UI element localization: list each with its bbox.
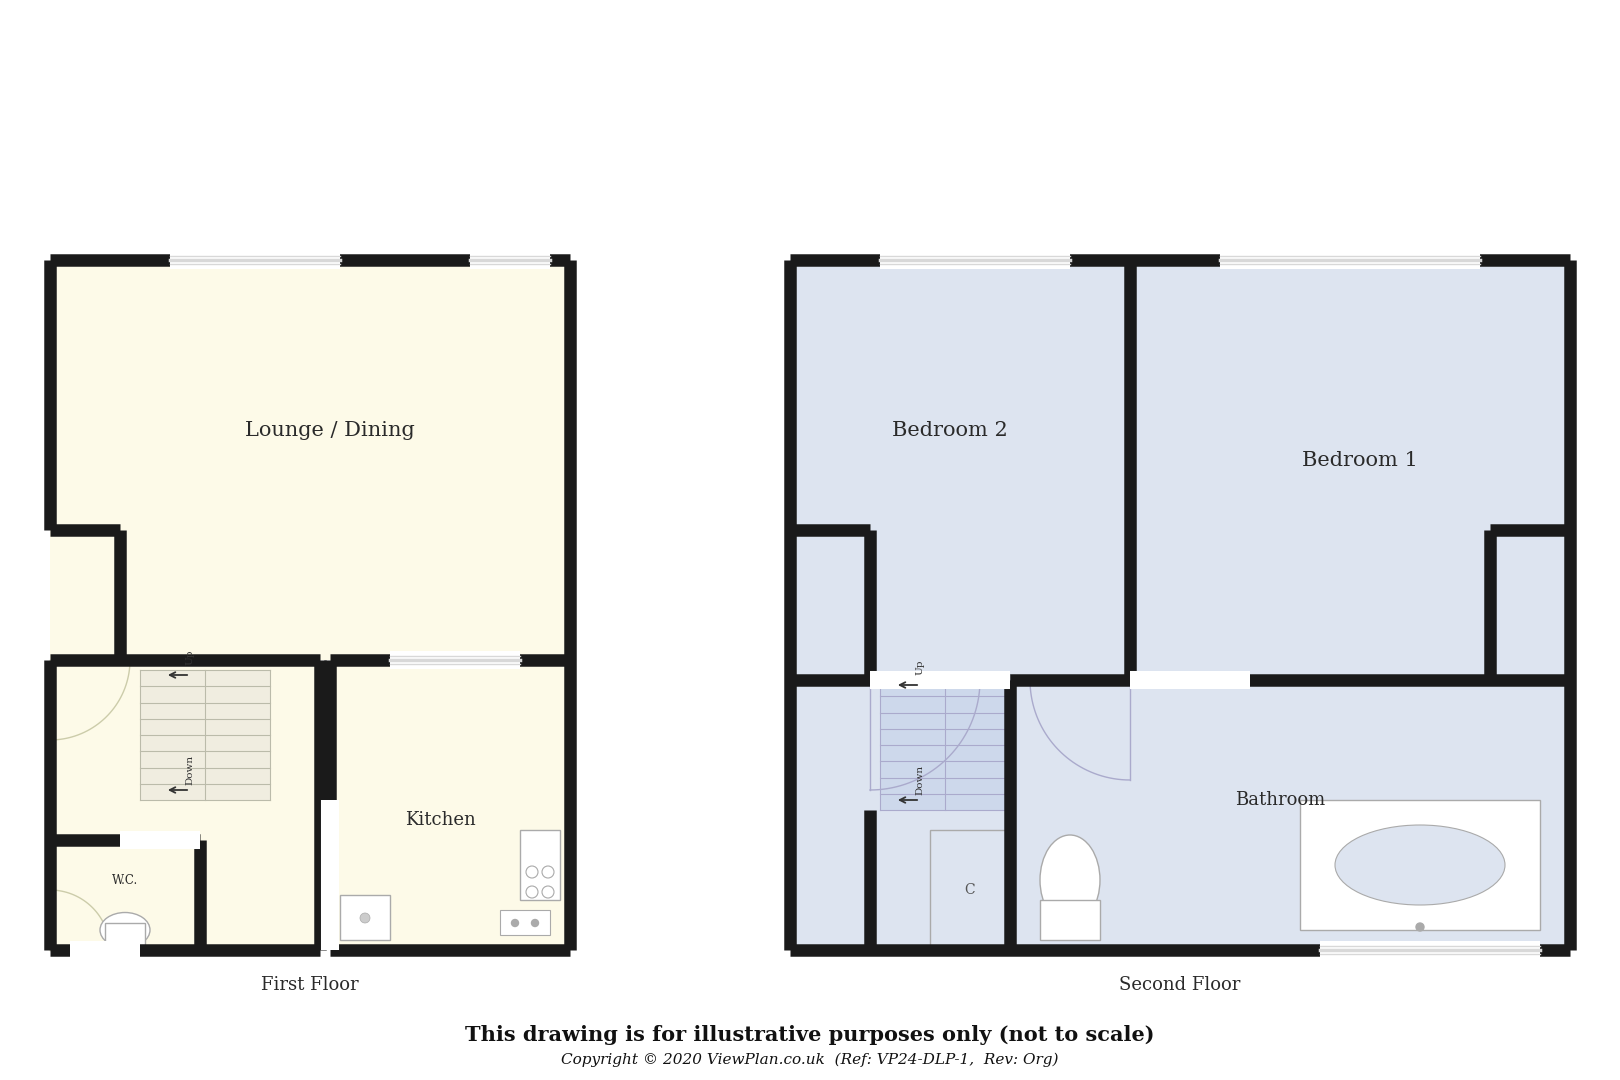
Text: Up: Up bbox=[915, 660, 925, 675]
Text: C: C bbox=[964, 883, 975, 897]
Bar bbox=[880, 680, 1009, 810]
Bar bbox=[50, 660, 321, 950]
Bar bbox=[1009, 680, 1570, 950]
Bar bbox=[791, 680, 1009, 950]
Bar bbox=[50, 260, 570, 660]
Circle shape bbox=[526, 866, 538, 878]
Circle shape bbox=[543, 866, 554, 878]
Ellipse shape bbox=[1335, 825, 1505, 905]
Bar bbox=[930, 831, 1009, 950]
Bar bbox=[791, 260, 1131, 680]
Bar bbox=[501, 910, 551, 935]
Text: This drawing is for illustrative purposes only (not to scale): This drawing is for illustrative purpose… bbox=[465, 1025, 1155, 1045]
Ellipse shape bbox=[100, 913, 151, 947]
Text: Lounge / Dining: Lounge / Dining bbox=[245, 420, 415, 440]
Text: Kitchen: Kitchen bbox=[405, 811, 475, 829]
Circle shape bbox=[526, 886, 538, 897]
Text: W.C.: W.C. bbox=[112, 874, 138, 887]
Text: Bedroom 2: Bedroom 2 bbox=[893, 420, 1008, 440]
Bar bbox=[1040, 900, 1100, 940]
Bar bbox=[520, 831, 561, 900]
Bar bbox=[105, 923, 146, 948]
Text: Second Floor: Second Floor bbox=[1119, 976, 1241, 994]
Text: Down: Down bbox=[915, 765, 925, 795]
Text: First Floor: First Floor bbox=[261, 976, 358, 994]
Circle shape bbox=[543, 886, 554, 897]
Text: Down: Down bbox=[186, 755, 194, 785]
Bar bbox=[340, 895, 390, 940]
Bar bbox=[139, 670, 271, 800]
Text: Bathroom: Bathroom bbox=[1234, 791, 1325, 809]
Text: Up: Up bbox=[186, 649, 194, 665]
Ellipse shape bbox=[1040, 835, 1100, 924]
Circle shape bbox=[512, 919, 518, 927]
Circle shape bbox=[360, 913, 369, 923]
Circle shape bbox=[1416, 923, 1424, 931]
Bar bbox=[1131, 260, 1570, 680]
Bar bbox=[1299, 800, 1541, 930]
Circle shape bbox=[531, 919, 538, 927]
Text: Bedroom 1: Bedroom 1 bbox=[1302, 450, 1418, 470]
Bar bbox=[330, 660, 570, 950]
Text: Copyright © 2020 ViewPlan.co.uk  (Ref: VP24-DLP-1,  Rev: Org): Copyright © 2020 ViewPlan.co.uk (Ref: VP… bbox=[561, 1053, 1059, 1067]
